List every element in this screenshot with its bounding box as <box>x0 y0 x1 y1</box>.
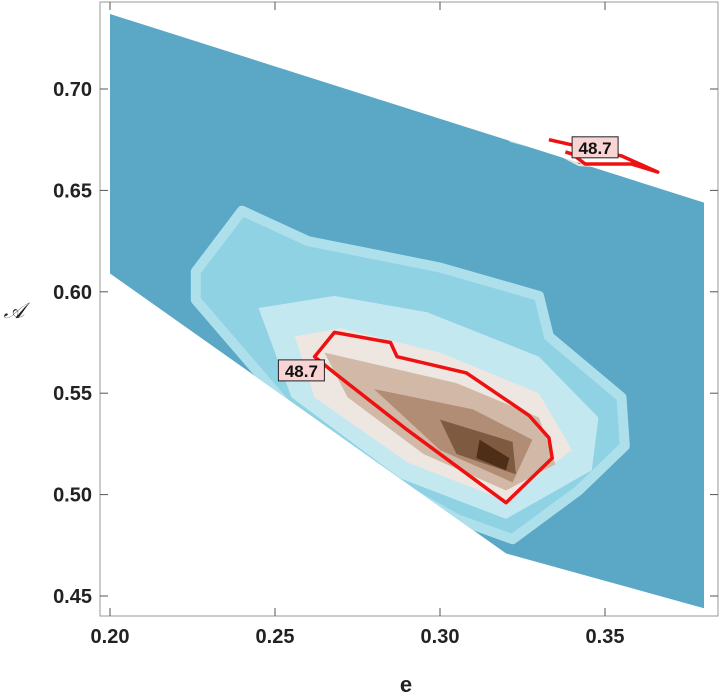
upper-contour-label-box <box>571 136 619 159</box>
plot-frame <box>99 1 719 617</box>
y-tick-label-0: 0.45 <box>53 586 92 608</box>
plot-border <box>99 1 719 617</box>
y-axis: 0.45 0.50 0.55 0.60 0.65 0.70 <box>53 79 718 608</box>
x-tick-label-1: 0.25 <box>256 626 295 648</box>
lower-contour-label-box <box>277 359 325 382</box>
y-tick-label-3: 0.60 <box>53 282 92 304</box>
x-axis: 0.20 0.25 0.30 0.35 <box>91 2 625 648</box>
y-tick-label-4: 0.65 <box>53 180 92 202</box>
lower-contour-line <box>312 330 554 505</box>
y-tick-label-2: 0.55 <box>53 383 92 405</box>
x-tick-label-0: 0.20 <box>91 626 130 648</box>
contour-label-layer: 48.7 48.7 <box>277 136 619 382</box>
x-tick-label-2: 0.30 <box>421 626 460 648</box>
x-tick-label-3: 0.35 <box>586 626 625 648</box>
lower-blob-level-6 <box>476 439 510 471</box>
y-tick-label-1: 0.50 <box>53 485 92 507</box>
y-axis-label: 𝒜 <box>4 299 31 324</box>
lower-contour-label: 48.7 <box>285 362 318 381</box>
x-axis-label: e <box>400 672 412 697</box>
y-tick-label-5: 0.70 <box>53 79 92 101</box>
upper-contour-label: 48.7 <box>579 139 612 158</box>
